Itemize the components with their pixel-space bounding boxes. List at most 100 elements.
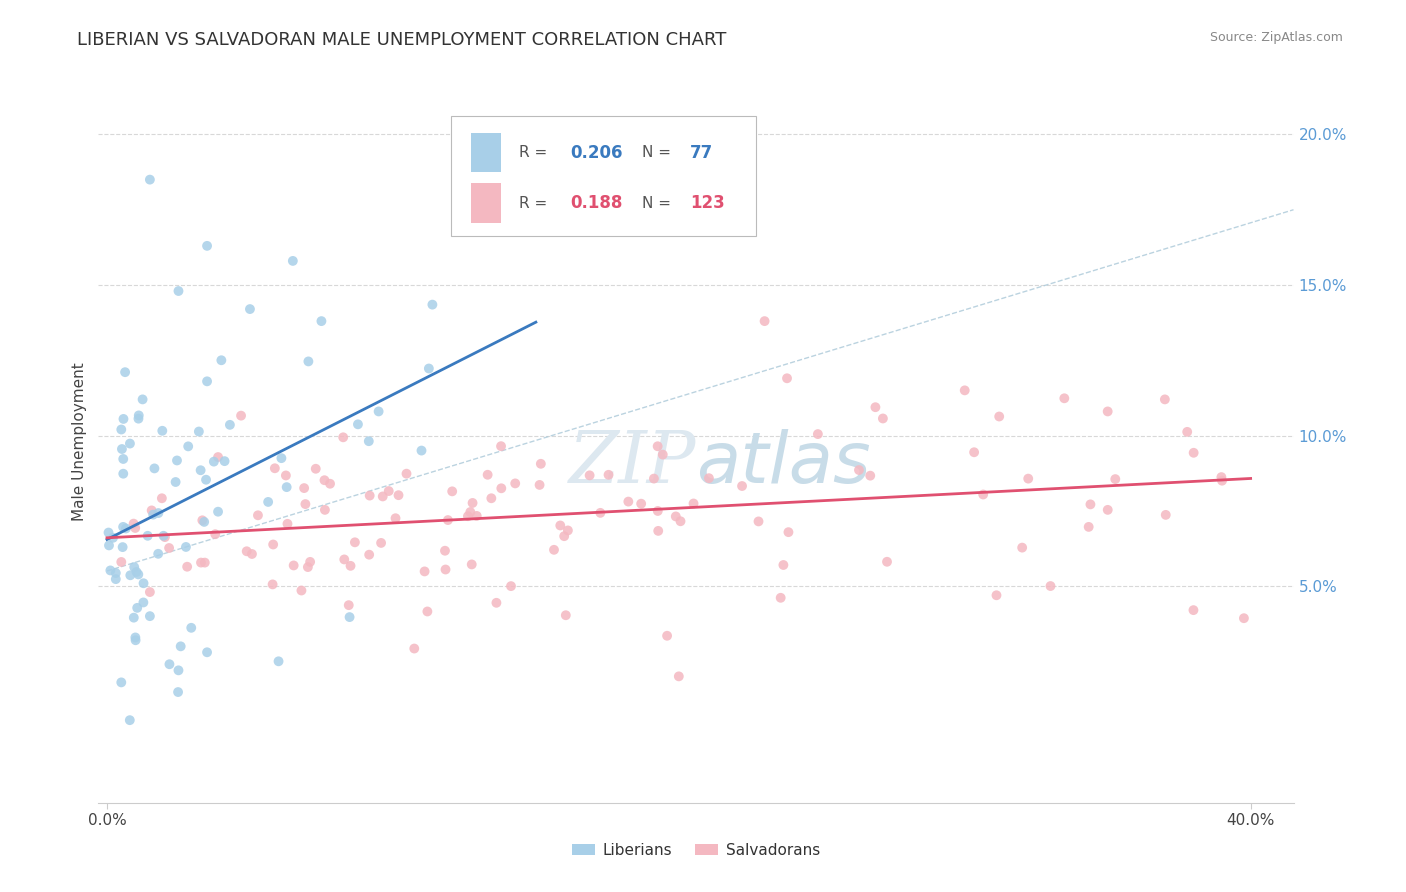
Point — [333, 552, 356, 566]
Point — [195, 645, 218, 659]
Point — [651, 448, 673, 462]
Point — [98, 538, 121, 552]
Point — [235, 544, 257, 558]
Point — [204, 527, 226, 541]
Point — [1053, 392, 1076, 406]
Point — [131, 392, 153, 407]
Point — [347, 417, 370, 432]
Point — [100, 563, 122, 577]
Point — [630, 497, 652, 511]
Point — [697, 471, 720, 485]
Point — [263, 461, 285, 475]
Point — [170, 640, 193, 654]
Point — [359, 548, 381, 562]
Point — [384, 511, 406, 525]
Point — [1175, 425, 1198, 439]
Point — [229, 409, 252, 423]
Point — [357, 434, 380, 449]
Point — [371, 490, 394, 504]
Point — [152, 529, 174, 543]
Point — [193, 515, 215, 529]
Point — [643, 472, 665, 486]
Point — [305, 462, 328, 476]
Point — [972, 487, 994, 501]
Text: 123: 123 — [690, 194, 724, 212]
Point — [110, 555, 132, 569]
Point — [530, 457, 553, 471]
Point — [150, 491, 173, 506]
Point — [669, 514, 692, 528]
Point — [337, 598, 360, 612]
Point — [191, 513, 214, 527]
Point — [167, 664, 190, 678]
Point — [682, 496, 704, 510]
Point — [776, 371, 799, 385]
Point — [479, 491, 502, 506]
Point — [395, 467, 418, 481]
Point — [122, 516, 145, 531]
Point — [122, 560, 145, 574]
Point — [422, 298, 444, 312]
Text: R =: R = — [519, 195, 547, 211]
Point — [118, 436, 141, 450]
Point — [150, 424, 173, 438]
Point — [491, 481, 513, 495]
Point — [239, 301, 262, 317]
Point — [988, 409, 1011, 424]
Point — [647, 524, 669, 538]
FancyBboxPatch shape — [451, 117, 756, 235]
Point — [148, 547, 170, 561]
Text: atlas: atlas — [696, 429, 870, 498]
Point — [529, 478, 551, 492]
Point — [180, 621, 202, 635]
Point — [1077, 520, 1099, 534]
Point — [367, 404, 389, 418]
Point — [166, 453, 188, 467]
Point — [665, 509, 688, 524]
Point — [499, 579, 522, 593]
Point — [246, 508, 269, 523]
Point — [1039, 579, 1062, 593]
Point — [112, 520, 135, 534]
Point — [153, 530, 176, 544]
Point — [1154, 508, 1177, 522]
Point — [281, 253, 304, 268]
Y-axis label: Male Unemployment: Male Unemployment — [72, 362, 87, 521]
Point — [124, 633, 146, 648]
Point — [165, 475, 187, 489]
Point — [314, 503, 336, 517]
Point — [578, 468, 600, 483]
Point — [314, 473, 336, 487]
Point — [1080, 497, 1102, 511]
Point — [377, 484, 399, 499]
Legend: Liberians, Salvadorans: Liberians, Salvadorans — [565, 837, 827, 863]
Point — [114, 365, 136, 379]
Point — [240, 547, 263, 561]
Point — [477, 467, 499, 482]
Point — [1211, 470, 1233, 484]
Point — [1104, 472, 1126, 486]
Point — [319, 476, 342, 491]
Point — [143, 461, 166, 475]
Point — [97, 525, 120, 540]
Point — [276, 480, 298, 494]
Text: N =: N = — [643, 145, 671, 160]
Text: N =: N = — [643, 195, 671, 211]
Point — [416, 605, 439, 619]
Point — [190, 556, 212, 570]
Point — [283, 558, 305, 573]
Point — [124, 631, 146, 645]
Point — [387, 488, 409, 502]
Point — [589, 506, 612, 520]
Point — [118, 713, 141, 727]
FancyBboxPatch shape — [471, 183, 501, 223]
Point — [111, 540, 134, 554]
Point — [359, 489, 381, 503]
Point — [104, 572, 127, 586]
Point — [953, 384, 976, 398]
Point — [404, 641, 426, 656]
Point — [503, 476, 526, 491]
Point — [1182, 603, 1205, 617]
Point — [111, 442, 134, 456]
Point — [177, 439, 200, 453]
